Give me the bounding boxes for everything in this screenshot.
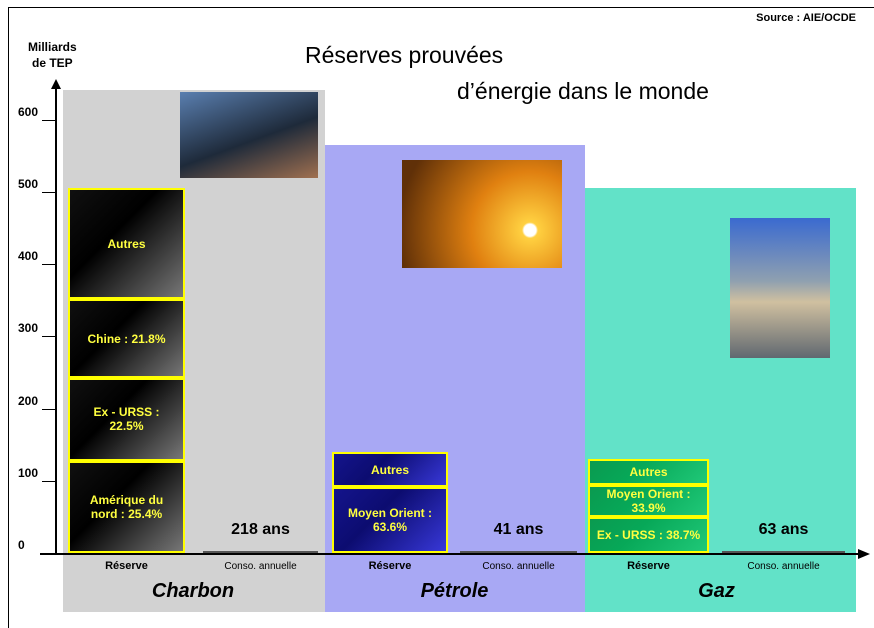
conso-bar xyxy=(203,551,318,554)
group-label: Pétrole xyxy=(420,580,489,602)
y-tick xyxy=(42,408,55,410)
y-tick-label: 500 xyxy=(18,177,39,192)
x-tick-label: Réserve xyxy=(105,560,148,572)
y-axis xyxy=(55,85,57,553)
source: Source : AIE/OCDE xyxy=(756,12,856,24)
y-tick-label: 200 xyxy=(18,393,39,408)
conso-bar xyxy=(460,550,577,553)
segment-label: Chine : 21.8% xyxy=(87,331,166,346)
segment-label: Moyen Orient : 33.9% xyxy=(606,487,691,516)
x-tick-label: Conso. annuelle xyxy=(224,561,297,572)
y-tick-label: 400 xyxy=(18,249,39,264)
conso-annotation: 218 ans xyxy=(231,521,290,539)
y-label-2: de TEP xyxy=(32,56,73,70)
y-tick xyxy=(42,553,55,554)
conso-annotation: 41 ans xyxy=(493,520,544,538)
y-tick xyxy=(42,336,55,338)
x-tick-label: Conso. annuelle xyxy=(482,561,555,572)
segment-label: Ex - URSS : 22.5% xyxy=(93,405,160,434)
bar-segment: Chine : 21.8% xyxy=(68,298,185,379)
photo xyxy=(730,218,830,358)
x-axis-arrow xyxy=(858,549,870,559)
x-tick-label: Réserve xyxy=(368,560,412,572)
y-tick-label: 0 xyxy=(18,538,25,552)
segment-label: Autres xyxy=(629,465,668,480)
segment-label: Ex - URSS : 38.7% xyxy=(596,527,701,542)
segment-label: Autres xyxy=(370,462,409,477)
y-label-1: Milliards xyxy=(28,40,77,54)
bar-segment: Autres xyxy=(68,188,185,299)
photo xyxy=(180,92,318,178)
y-tick xyxy=(42,480,55,482)
y-tick-label: 300 xyxy=(18,321,39,336)
bar-segment: Ex - URSS : 38.7% xyxy=(588,516,709,553)
bar-segment: Moyen Orient : 33.9% xyxy=(588,485,709,517)
x-axis xyxy=(40,553,860,555)
bar-segment: Amérique du nord : 25.4% xyxy=(68,460,185,553)
group-label: Charbon xyxy=(151,580,235,602)
bar-segment: Autres xyxy=(332,451,448,488)
y-tick xyxy=(42,264,55,266)
bar-segment: Ex - URSS : 22.5% xyxy=(68,378,185,461)
x-tick-label: Conso. annuelle xyxy=(747,561,820,572)
conso-bar xyxy=(722,551,845,554)
y-tick-label: 600 xyxy=(18,104,39,119)
segment-label: Moyen Orient : 63.6% xyxy=(347,506,432,535)
conso-annotation: 63 ans xyxy=(758,521,809,539)
photo xyxy=(402,160,562,268)
subtitle: d’énergie dans le monde xyxy=(457,78,709,104)
frame xyxy=(8,7,874,628)
segment-label: Amérique du nord : 25.4% xyxy=(89,492,164,521)
y-tick-label: 100 xyxy=(18,465,39,480)
segment-label: Autres xyxy=(107,236,146,251)
y-tick xyxy=(42,119,55,121)
group-label: Gaz xyxy=(698,580,735,602)
x-tick-label: Réserve xyxy=(627,560,670,572)
y-tick xyxy=(42,192,55,194)
title: Réserves prouvées xyxy=(305,42,504,68)
y-axis-arrow xyxy=(51,79,61,89)
bar-segment: Moyen Orient : 63.6% xyxy=(332,487,448,553)
bar-segment: Autres xyxy=(588,459,709,486)
